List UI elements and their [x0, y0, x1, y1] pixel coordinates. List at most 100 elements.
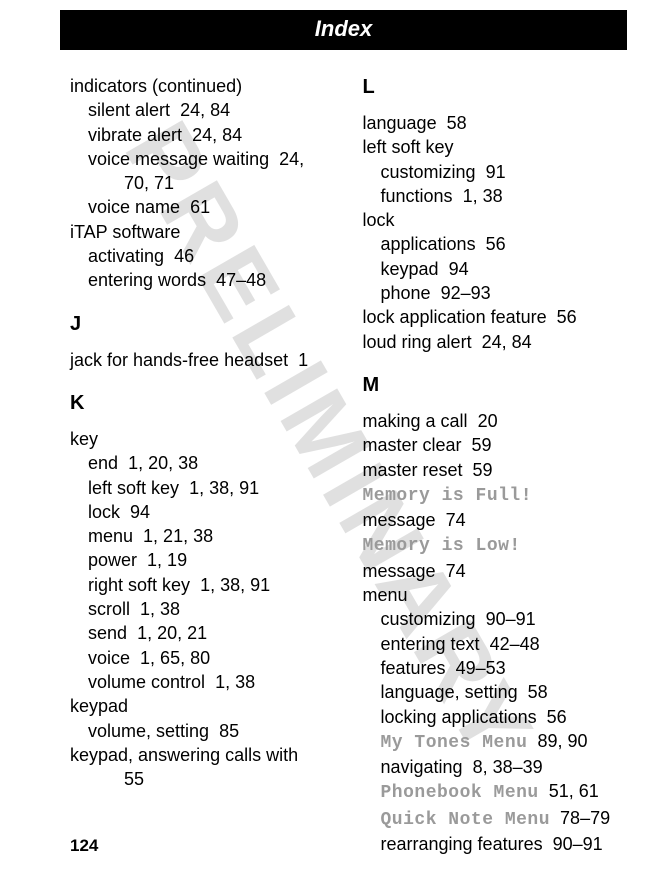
label: power — [88, 550, 137, 570]
label: voice message waiting — [88, 149, 269, 169]
entry-jack: jack for hands-free headset 1 — [70, 348, 335, 372]
pages: 90–91 — [553, 834, 603, 854]
pages: 1, 65, 80 — [140, 648, 210, 668]
pages: 1, 19 — [147, 550, 187, 570]
entry-itap: iTAP software — [70, 220, 335, 244]
mono-label: Memory is Low! — [363, 536, 521, 556]
entry-indicators-cont: indicators (continued) — [70, 74, 335, 98]
pages: 1, 38 — [215, 672, 255, 692]
pages: 20 — [478, 411, 498, 431]
label: loud ring alert — [363, 332, 472, 352]
entry-lock: lock — [363, 208, 628, 232]
entry-key-send: send 1, 20, 21 — [70, 621, 335, 645]
entry-key-left-soft: left soft key 1, 38, 91 — [70, 476, 335, 500]
label: functions — [381, 186, 453, 206]
label: keypad — [381, 259, 439, 279]
pages: 56 — [547, 707, 567, 727]
label: entering words — [88, 270, 206, 290]
label: lock — [88, 502, 120, 522]
label: message — [363, 510, 436, 530]
entry-keypad: keypad — [70, 694, 335, 718]
entry-menu-rearranging: rearranging features 90–91 — [363, 832, 628, 856]
entry-key-right-soft: right soft key 1, 38, 91 — [70, 573, 335, 597]
label: right soft key — [88, 575, 190, 595]
label: master reset — [363, 460, 463, 480]
pages: 58 — [528, 682, 548, 702]
pages: 56 — [486, 234, 506, 254]
label: language, setting — [381, 682, 518, 702]
mono-label: Memory is Full! — [363, 486, 533, 506]
entry-keypad-answering-page: 55 — [70, 767, 335, 791]
pages: 92–93 — [441, 283, 491, 303]
entry-silent-alert: silent alert 24, 84 — [70, 98, 335, 122]
entry-master-reset: master reset 59 — [363, 458, 628, 482]
index-header: Index — [60, 10, 627, 50]
label: language — [363, 113, 437, 133]
label: master clear — [363, 435, 462, 455]
label: customizing — [381, 609, 476, 629]
entry-menu-features: features 49–53 — [363, 656, 628, 680]
pages: 1, 21, 38 — [143, 526, 213, 546]
entry-key-end: end 1, 20, 38 — [70, 451, 335, 475]
pages: 55 — [124, 769, 144, 789]
pages: 89, 90 — [537, 731, 587, 751]
label: navigating — [381, 757, 463, 777]
entry-language: language 58 — [363, 111, 628, 135]
entry-loud-ring: loud ring alert 24, 84 — [363, 330, 628, 354]
label: voice — [88, 648, 130, 668]
label: scroll — [88, 599, 130, 619]
pages: 94 — [449, 259, 469, 279]
entry-key-volume: volume control 1, 38 — [70, 670, 335, 694]
pages: 24, 84 — [180, 100, 230, 120]
entry-menu-customizing: customizing 90–91 — [363, 607, 628, 631]
section-m: M — [363, 372, 628, 399]
entry-key-menu: menu 1, 21, 38 — [70, 524, 335, 548]
entry-key-lock: lock 94 — [70, 500, 335, 524]
pages: 1 — [298, 350, 308, 370]
mono-label: Quick Note Menu — [381, 810, 551, 830]
pages: 47–48 — [216, 270, 266, 290]
label: volume, setting — [88, 721, 209, 741]
pages: 58 — [447, 113, 467, 133]
pages: 70, 71 — [124, 173, 174, 193]
pages: 51, 61 — [549, 781, 599, 801]
entry-key-scroll: scroll 1, 38 — [70, 597, 335, 621]
label: vibrate alert — [88, 125, 182, 145]
label: locking applications — [381, 707, 537, 727]
pages: 61 — [190, 197, 210, 217]
pages: 24, — [279, 149, 304, 169]
pages: 1, 20, 21 — [137, 623, 207, 643]
pages: 90–91 — [486, 609, 536, 629]
label: send — [88, 623, 127, 643]
pages: 78–79 — [560, 808, 610, 828]
pages: 74 — [446, 561, 466, 581]
entry-lock-app-feature: lock application feature 56 — [363, 305, 628, 329]
pages: 42–48 — [490, 634, 540, 654]
section-k: K — [70, 390, 335, 417]
entry-menu-language: language, setting 58 — [363, 680, 628, 704]
pages: 46 — [174, 246, 194, 266]
pages: 91 — [486, 162, 506, 182]
label: silent alert — [88, 100, 170, 120]
label: features — [381, 658, 446, 678]
label: rearranging features — [381, 834, 543, 854]
entry-lsk-functions: functions 1, 38 — [363, 184, 628, 208]
label: lock application feature — [363, 307, 547, 327]
label: end — [88, 453, 118, 473]
pages: 74 — [446, 510, 466, 530]
entry-lock-applications: applications 56 — [363, 232, 628, 256]
pages: 85 — [219, 721, 239, 741]
label: voice name — [88, 197, 180, 217]
entry-menu-entering-text: entering text 42–48 — [363, 632, 628, 656]
entry-menu: menu — [363, 583, 628, 607]
entry-volume-setting: volume, setting 85 — [70, 719, 335, 743]
entry-voice-msg-waiting-cont: 70, 71 — [70, 171, 335, 195]
pages: 8, 38–39 — [473, 757, 543, 777]
pages: 59 — [473, 460, 493, 480]
label: making a call — [363, 411, 468, 431]
right-column: L language 58 left soft key customizing … — [363, 74, 628, 856]
entry-key-power: power 1, 19 — [70, 548, 335, 572]
label: applications — [381, 234, 476, 254]
pages: 1, 20, 38 — [128, 453, 198, 473]
section-j: J — [70, 311, 335, 338]
